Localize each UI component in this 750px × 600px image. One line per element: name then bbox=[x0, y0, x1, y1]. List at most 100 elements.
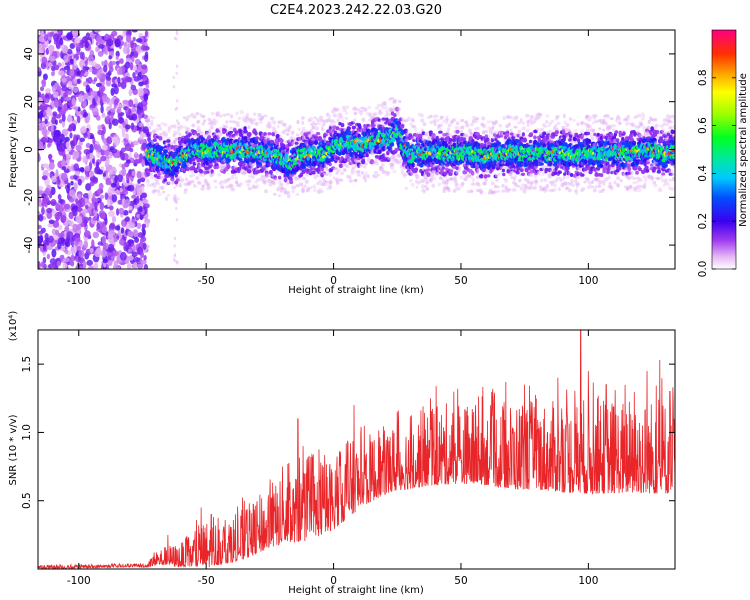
spectrogram-noise-mark bbox=[77, 193, 82, 200]
spectrogram-signal-mark bbox=[247, 187, 252, 191]
spectrogram-noise-mark bbox=[85, 142, 91, 149]
spectrogram-signal-mark bbox=[295, 133, 300, 137]
spectrogram-signal-mark bbox=[290, 130, 295, 135]
spectrogram-noise-mark bbox=[117, 76, 121, 84]
spectrogram-signal-mark bbox=[325, 172, 329, 176]
spectrogram-noise-mark bbox=[101, 235, 106, 245]
spectrogram-signal-mark bbox=[350, 170, 355, 175]
spectrogram-signal-mark bbox=[353, 178, 358, 183]
spectrogram-noise-mark bbox=[145, 220, 150, 228]
spectrogram-signal-mark bbox=[267, 121, 272, 125]
spectrogram-signal-mark bbox=[160, 185, 165, 190]
spectrogram-signal-mark bbox=[158, 127, 163, 131]
spectrogram-signal-mark bbox=[191, 172, 196, 177]
spectrogram-signal-mark bbox=[197, 129, 202, 133]
spectrogram-noise-mark bbox=[73, 134, 77, 143]
spectrogram-noise-mark bbox=[98, 182, 104, 190]
spectrogram-signal-mark bbox=[396, 113, 400, 117]
spectrogram-noise-mark bbox=[174, 107, 177, 111]
spectrogram-signal-mark bbox=[235, 120, 240, 125]
spectrogram-noise-mark bbox=[109, 230, 116, 236]
spectrogram-signal-mark bbox=[313, 184, 316, 189]
spectrogram-noise-mark bbox=[110, 112, 114, 118]
spectrogram-noise-mark bbox=[70, 141, 75, 150]
spectrogram-noise-mark bbox=[100, 87, 104, 96]
spectrogram-signal-mark bbox=[178, 176, 182, 180]
spectrogram-noise-mark bbox=[119, 66, 123, 75]
spectrogram-signal-mark bbox=[246, 169, 252, 174]
spectrogram-noise-mark bbox=[43, 110, 47, 117]
spectrogram-signal-mark bbox=[210, 112, 215, 116]
spectrogram-noise-mark bbox=[108, 55, 112, 60]
spectrogram-signal-mark bbox=[222, 130, 226, 134]
spectrogram-noise-mark bbox=[40, 86, 44, 92]
spectrogram-noise-mark bbox=[173, 258, 176, 262]
spectrogram-noise-mark bbox=[137, 102, 143, 111]
spectrogram-signal-mark bbox=[332, 176, 336, 180]
spectrogram-noise-mark bbox=[85, 204, 89, 210]
spectrogram-noise-mark bbox=[136, 38, 143, 43]
spectrogram-noise-mark bbox=[110, 108, 116, 113]
spectrogram-signal-mark bbox=[394, 147, 399, 152]
spectrogram-signal-mark bbox=[195, 175, 200, 181]
spectrogram-noise-mark bbox=[136, 109, 141, 115]
spectrogram-noise-mark bbox=[101, 144, 108, 151]
spectrogram-noise-mark bbox=[100, 194, 104, 199]
spectrogram-signal-mark bbox=[392, 169, 397, 174]
spectrogram-signal-mark bbox=[149, 172, 153, 177]
spectrogram-signal-mark bbox=[320, 190, 324, 193]
spectrogram-signal-mark bbox=[360, 106, 365, 110]
spectrogram-signal-mark bbox=[207, 185, 211, 190]
spectrogram-noise-mark bbox=[57, 70, 65, 76]
spectrogram-signal-mark bbox=[268, 169, 273, 175]
spectrogram-signal-mark bbox=[209, 125, 214, 130]
spectrogram-signal-mark bbox=[177, 121, 181, 125]
spectrogram-noise-mark bbox=[41, 206, 45, 215]
spectrogram-signal-mark bbox=[287, 194, 291, 199]
spectrogram-noise-mark bbox=[133, 159, 141, 164]
spectrogram-signal-mark bbox=[161, 190, 166, 194]
spectrogram-signal-mark bbox=[364, 178, 367, 183]
spectrogram-noise-mark bbox=[111, 148, 118, 154]
spectrogram-signal-mark bbox=[302, 176, 306, 180]
spectrogram-noise-mark bbox=[53, 33, 60, 42]
spectrogram-signal-mark bbox=[186, 115, 191, 119]
spectrogram-signal-mark bbox=[220, 183, 224, 187]
spectrogram-signal-mark bbox=[223, 125, 229, 129]
spectrogram-signal-mark bbox=[319, 115, 323, 120]
spectrogram-signal-mark bbox=[339, 112, 343, 118]
spectrogram-noise-mark bbox=[63, 55, 69, 63]
spectrogram-noise-mark bbox=[78, 257, 85, 264]
spectrogram-noise-mark bbox=[74, 170, 81, 176]
spectrogram-signal-mark bbox=[353, 111, 358, 116]
spectrogram-noise-mark bbox=[108, 169, 113, 175]
spectrogram-signal-mark bbox=[186, 127, 190, 132]
spectrogram-signal-mark bbox=[315, 126, 319, 131]
spectrogram-noise-mark bbox=[83, 208, 88, 214]
spectrogram-noise-mark bbox=[93, 111, 99, 116]
spectrogram-noise-mark bbox=[38, 35, 46, 43]
spectrogram-noise-mark bbox=[130, 84, 137, 91]
spectrogram-noise-mark bbox=[77, 178, 82, 186]
spectrogram-signal-mark bbox=[204, 179, 208, 183]
spectrogram-noise-mark bbox=[44, 187, 51, 197]
spectrogram-noise-mark bbox=[136, 222, 142, 230]
spectrogram-signal-mark bbox=[167, 143, 171, 148]
spectrogram-signal-mark bbox=[188, 132, 192, 137]
spectrogram-noise-mark bbox=[69, 58, 75, 64]
spectrogram-noise-mark bbox=[175, 30, 178, 34]
spectrogram-noise-mark bbox=[93, 143, 98, 150]
spectrogram-noise-mark bbox=[175, 218, 179, 222]
spectrogram-signal-mark bbox=[150, 119, 154, 123]
spectrogram-noise-mark bbox=[89, 143, 94, 153]
spectrogram-signal-mark bbox=[232, 173, 237, 177]
spectrogram-noise-mark bbox=[123, 241, 127, 247]
spectrogram-signal-mark bbox=[183, 116, 186, 120]
spectrogram-signal-mark bbox=[400, 124, 405, 129]
spectrogram-signal-mark bbox=[180, 124, 184, 129]
spectrogram-noise-mark bbox=[73, 58, 77, 66]
spectrogram-noise-mark bbox=[97, 144, 101, 153]
spectrogram-noise-mark bbox=[72, 87, 79, 93]
spectrogram-signal-mark bbox=[222, 113, 227, 117]
spectrogram-noise-mark bbox=[83, 148, 91, 155]
